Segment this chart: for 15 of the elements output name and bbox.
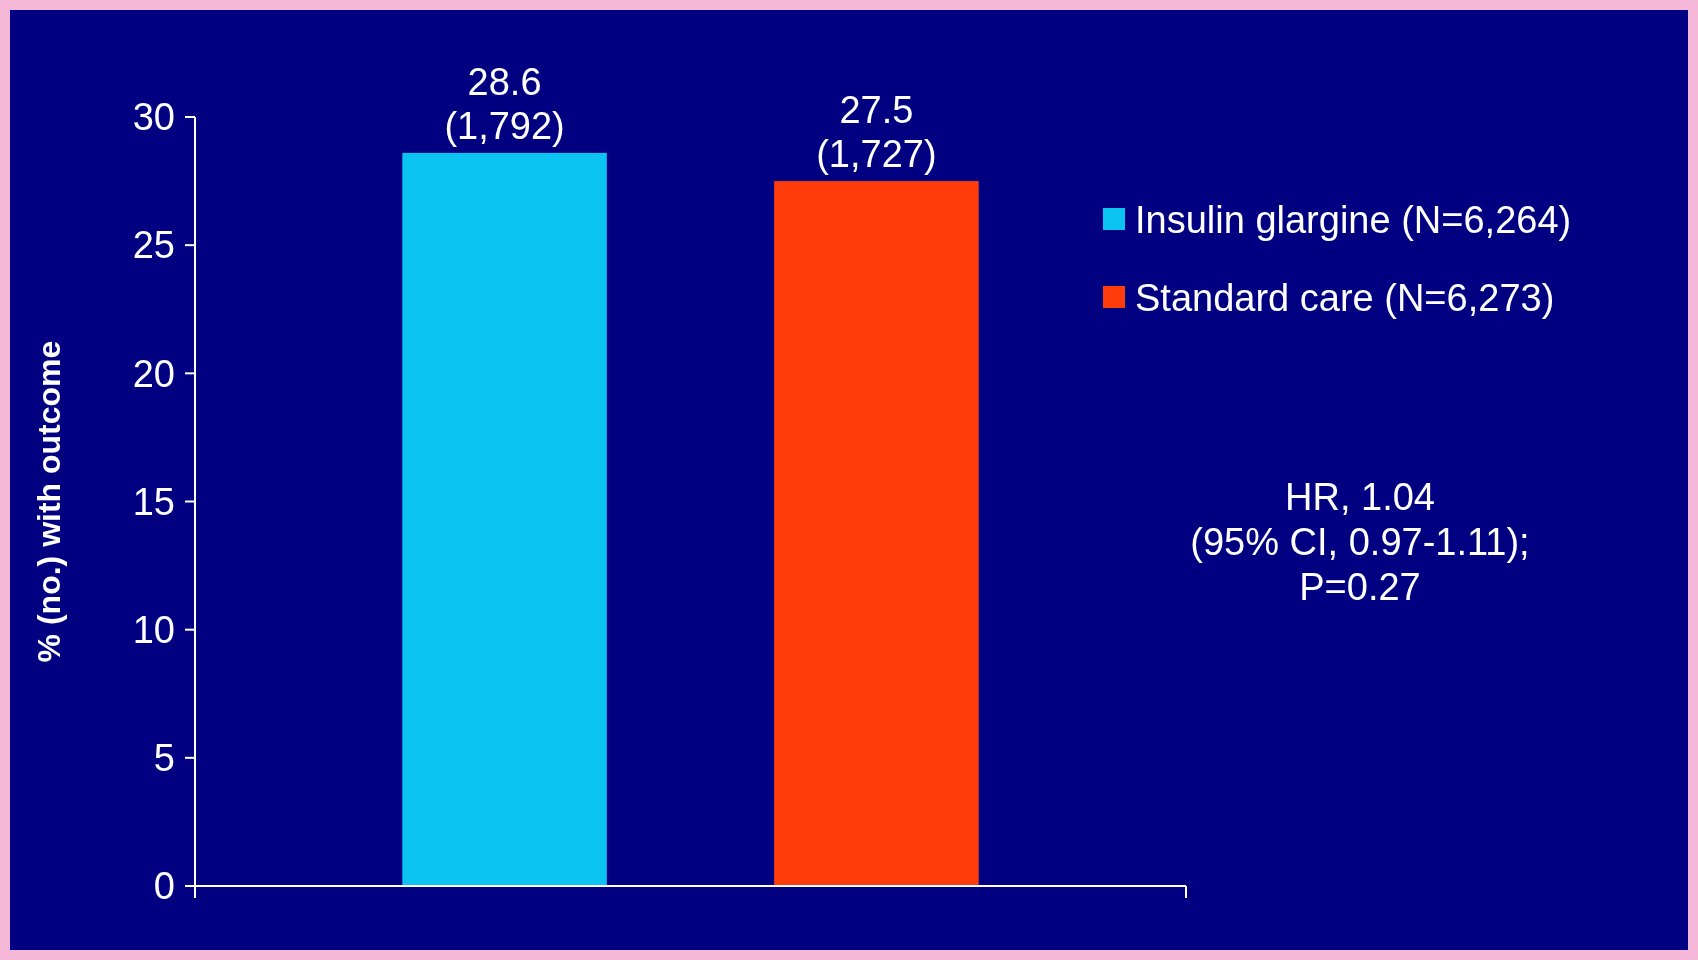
- y-tick-label: 30: [132, 96, 175, 139]
- data-label: 28.6 (1,792): [444, 60, 565, 147]
- y-axis-title: % (no.) with outcome: [31, 340, 67, 663]
- text: HR, 1.04: [1285, 476, 1435, 518]
- y-tick-label: 5: [153, 737, 175, 780]
- y-tick-label: 20: [132, 352, 175, 395]
- text: (95% CI, 0.97-1.11);: [1190, 521, 1530, 563]
- y-tick-label: 0: [153, 865, 175, 908]
- legend-label: Standard care (N=6,273): [1135, 277, 1555, 320]
- data-label: 27.5 (1,727): [816, 89, 937, 176]
- text: P=0.27: [1299, 566, 1421, 608]
- y-tick-label: 15: [132, 480, 175, 523]
- y-tick-label: 25: [132, 224, 175, 267]
- legend-label: Insulin glargine (N=6,264): [1135, 199, 1572, 242]
- y-tick-label: 10: [132, 608, 175, 651]
